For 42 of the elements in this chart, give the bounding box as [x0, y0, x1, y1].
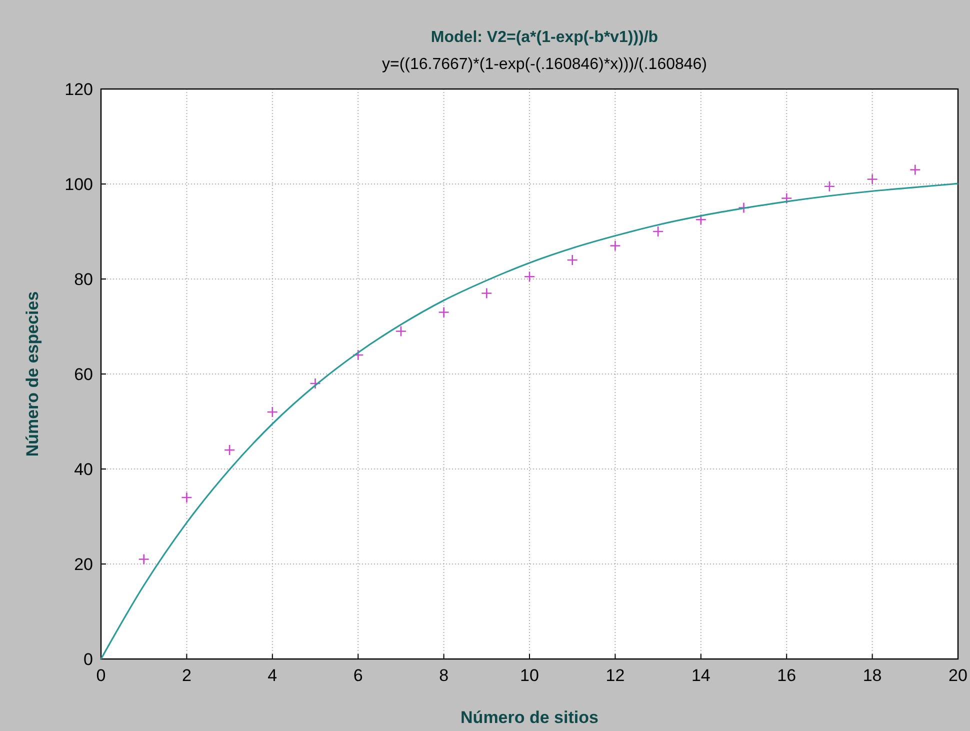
point	[438, 306, 450, 318]
x-tick-label: 10	[520, 666, 539, 685]
point	[824, 180, 836, 192]
y-axis-title: Número de especies	[23, 291, 42, 457]
y-tick-label: 40	[74, 460, 93, 479]
x-tick-label: 14	[691, 666, 710, 685]
point	[866, 174, 878, 185]
x-axis-title: Número de sitios	[460, 708, 598, 727]
chart-title: Model: V2=(a*(1-exp(-b*v1)))/b	[430, 29, 658, 46]
x-tick-label: 2	[182, 666, 192, 685]
point	[780, 192, 792, 204]
point	[181, 492, 192, 504]
point	[352, 349, 364, 361]
point	[910, 164, 921, 176]
point	[138, 554, 150, 565]
x-tick-label: 8	[439, 666, 449, 685]
point	[610, 240, 621, 252]
x-tick-label: 20	[948, 666, 968, 685]
x-tick-label: 4	[268, 666, 278, 685]
line-series	[100, 182, 959, 660]
y-tick-label: 80	[74, 270, 93, 289]
x-tick-label: 0	[96, 666, 106, 685]
point	[524, 270, 536, 282]
y-tick-label: 20	[74, 555, 93, 574]
point	[481, 288, 492, 299]
y-tick-label: 100	[64, 175, 93, 194]
point	[266, 406, 278, 418]
x-tick-label: 18	[862, 666, 882, 685]
point	[695, 214, 707, 226]
y-tick-label: 60	[74, 365, 93, 384]
point	[224, 444, 236, 456]
y-tick-label: 0	[84, 650, 93, 669]
point	[395, 326, 407, 337]
x-tick-label: 6	[353, 666, 363, 685]
point	[738, 202, 750, 214]
x-tick-label: 12	[606, 666, 625, 685]
point	[652, 226, 664, 238]
chart-subtitle: y=((16.7667)*(1-exp(-(.160846)*x)))/(.160846)	[382, 56, 708, 73]
point	[310, 378, 321, 390]
y-tick-label: 120	[64, 80, 93, 99]
point	[566, 254, 578, 266]
x-tick-label: 16	[777, 666, 796, 685]
